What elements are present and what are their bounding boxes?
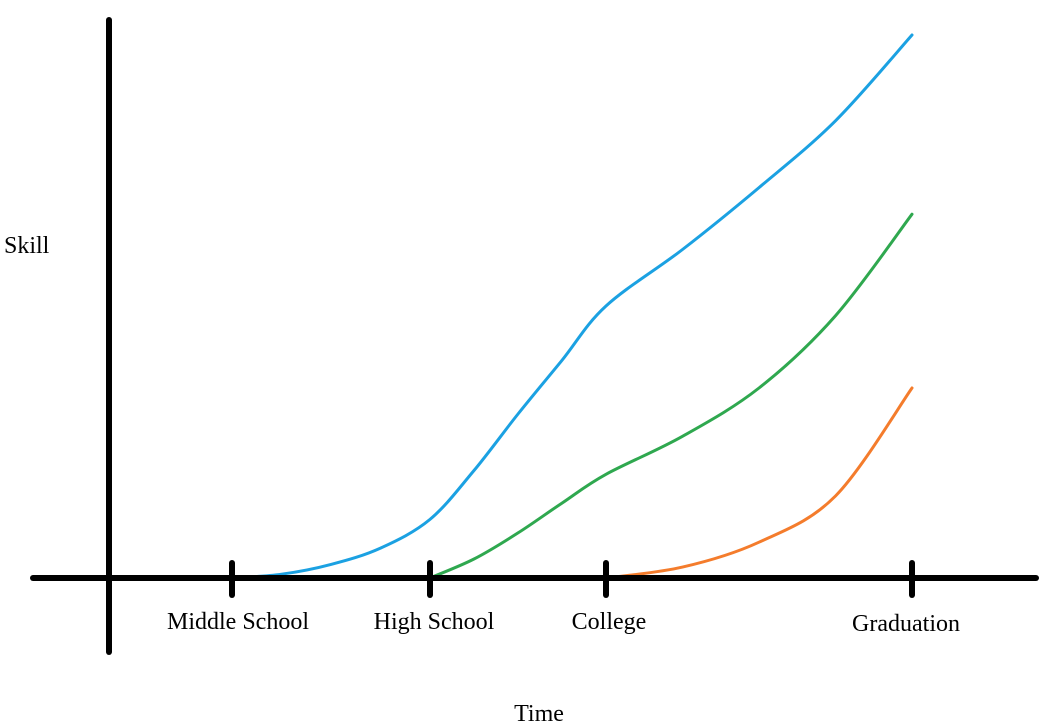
x-tick-label: Graduation xyxy=(852,611,960,637)
x-tick-label: High School xyxy=(374,609,495,635)
series-line-2 xyxy=(428,212,914,580)
tick-layer: Middle School High School College Graduatio… xyxy=(167,560,960,637)
series-layer xyxy=(230,33,914,580)
x-tick-label: College xyxy=(572,609,647,635)
x-tick-label: Middle School xyxy=(167,609,309,635)
series-line-1 xyxy=(230,33,914,580)
series-line-3 xyxy=(604,386,914,580)
y-axis-label: Skill xyxy=(4,233,50,259)
x-axis-label: Time xyxy=(514,701,564,727)
